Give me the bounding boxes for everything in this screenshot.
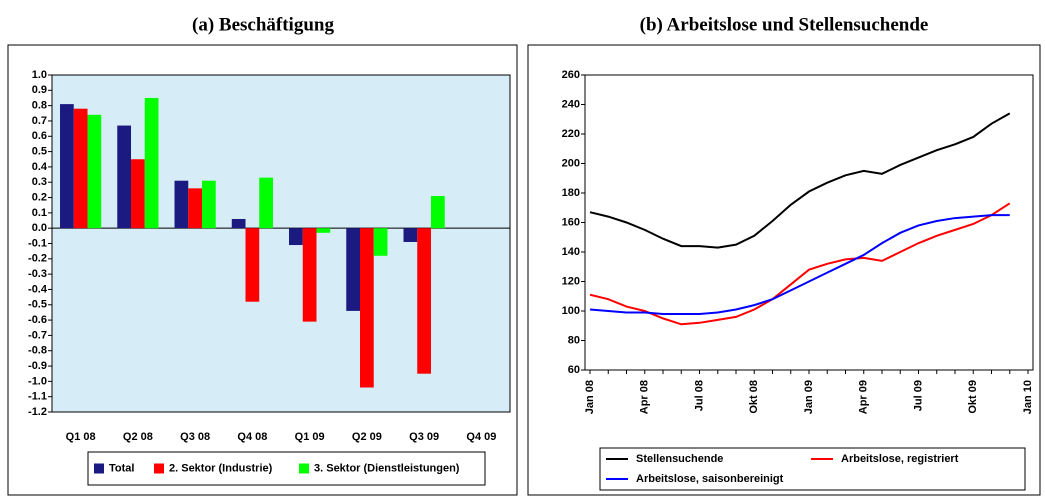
legend-label: Arbeitslose, registriert: [841, 453, 959, 465]
y-tick-label: 80: [568, 334, 580, 346]
bar: [174, 180, 189, 229]
x-tick-label: Q3 09: [409, 431, 439, 443]
line: [589, 214, 1010, 315]
x-tick-label: Q2 08: [123, 431, 153, 443]
bar: [346, 228, 361, 311]
x-tick-label: Apr 09: [858, 380, 870, 414]
y-tick-label: 240: [562, 98, 580, 110]
x-tick-label: Jul 08: [693, 380, 705, 411]
x-tick-label: Q1 08: [66, 431, 96, 443]
x-tick-label: Apr 08: [639, 380, 651, 414]
y-tick-label: 1.0: [32, 69, 47, 81]
bar: [231, 218, 246, 229]
bar: [245, 228, 260, 302]
legend-swatch: [94, 463, 104, 474]
y-tick-label: -1.1: [28, 391, 47, 403]
legend-box: [599, 447, 1026, 491]
y-tick-label: -0.5: [28, 299, 47, 311]
legend-swatch: [154, 463, 164, 474]
y-tick-label: 0.9: [32, 84, 47, 96]
bar: [73, 108, 88, 229]
legend-label: Arbeitslose, saisonbereinigt: [636, 473, 784, 485]
bar: [201, 180, 216, 229]
y-tick-label: -0.4: [28, 283, 48, 295]
bar: [60, 104, 74, 229]
chart-title: (a) Beschäftigung: [192, 14, 334, 35]
x-tick-label: Q3 08: [180, 431, 210, 443]
y-tick-label: 0.1: [32, 207, 47, 219]
legend-label: 2. Sektor (Industrie): [169, 462, 273, 474]
y-tick-label: 0.7: [32, 115, 47, 127]
bar: [188, 188, 202, 229]
y-tick-label: 180: [562, 187, 580, 199]
y-tick-label: 0.0: [32, 222, 47, 234]
x-tick-label: Jan 08: [584, 380, 596, 414]
bar: [87, 114, 102, 229]
bar: [289, 228, 303, 246]
y-tick-label: 0.6: [32, 130, 47, 142]
y-tick-label: -1.2: [28, 406, 47, 418]
y-tick-label: 0.2: [32, 191, 47, 203]
y-tick-label: 200: [562, 157, 580, 169]
y-tick-label: -0.3: [28, 268, 47, 280]
x-tick-label: Jul 09: [912, 380, 924, 411]
x-tick-label: Okt 08: [748, 380, 760, 414]
plot-area: [584, 74, 1034, 371]
y-tick-label: -0.1: [28, 237, 47, 249]
bar: [259, 177, 273, 229]
bar: [316, 228, 331, 233]
legend-label: Stellensuchende: [636, 453, 723, 465]
x-tick-label: Jan 09: [803, 380, 815, 414]
y-tick-label: 0.8: [32, 100, 47, 112]
y-tick-label: 0.5: [32, 145, 47, 157]
legend-label: 3. Sektor (Dienstleistungen): [314, 462, 460, 474]
bar: [117, 125, 132, 229]
x-tick-label: Q2 09: [352, 431, 382, 443]
bar: [430, 196, 445, 229]
y-tick-label: -0.8: [28, 345, 47, 357]
y-tick-label: 60: [568, 364, 580, 376]
y-tick-label: -0.9: [28, 360, 47, 372]
y-tick-label: 160: [562, 216, 580, 228]
y-tick-label: 100: [562, 305, 580, 317]
x-tick-label: Q4 09: [466, 431, 496, 443]
y-tick-label: -1.0: [28, 375, 47, 387]
y-tick-label: 120: [562, 275, 580, 287]
bar: [403, 228, 418, 242]
bar: [373, 228, 388, 256]
line: [589, 112, 1011, 249]
y-tick-label: 220: [562, 128, 580, 140]
bar: [144, 97, 159, 229]
legend-swatch: [299, 463, 309, 474]
chart-title: (b) Arbeitslose und Stellensuchende: [640, 14, 929, 35]
y-tick-label: 140: [562, 246, 580, 258]
y-tick-label: 0.3: [32, 176, 47, 188]
y-tick-label: -0.7: [28, 329, 47, 341]
y-tick-label: -0.2: [28, 253, 47, 265]
x-tick-label: Okt 09: [967, 380, 979, 414]
x-tick-label: Q1 09: [295, 431, 325, 443]
y-tick-label: 0.4: [32, 161, 48, 173]
bar: [360, 228, 374, 388]
bar: [131, 159, 145, 229]
x-tick-label: Q4 08: [237, 431, 267, 443]
bar: [417, 228, 431, 374]
line: [589, 202, 1011, 326]
y-tick-label: 260: [562, 69, 580, 81]
legend-label: Total: [109, 462, 134, 474]
x-tick-label: Jan 10: [1022, 380, 1034, 414]
bar: [302, 228, 317, 322]
y-tick-label: -0.6: [28, 314, 47, 326]
